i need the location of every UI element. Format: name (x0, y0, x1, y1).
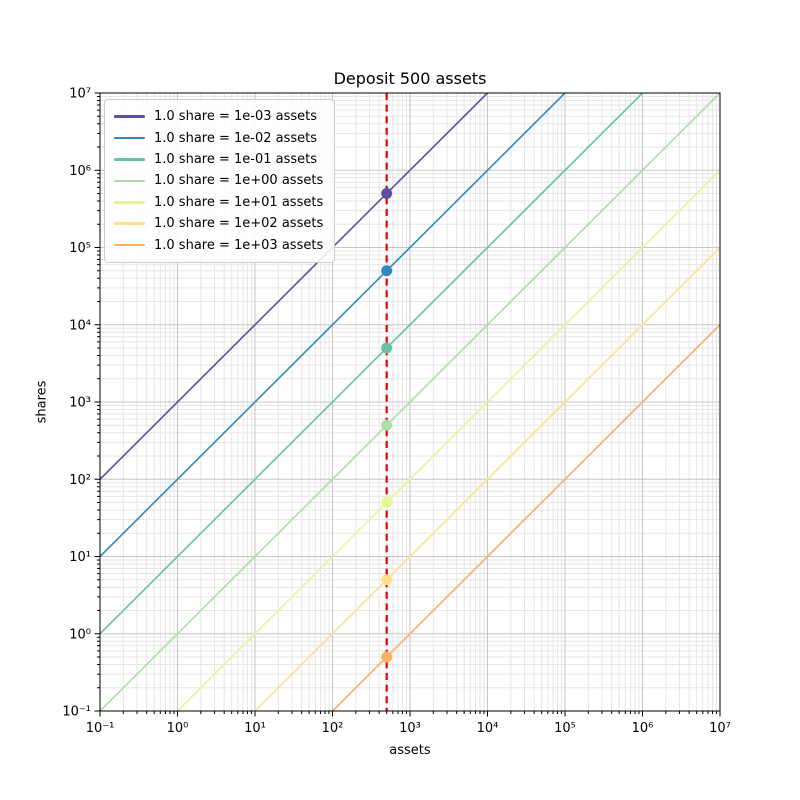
legend: 1.0 share = 1e-03 assets 1.0 share = 1e-0… (104, 99, 336, 263)
y-tick-label: 10⁵ (69, 241, 91, 256)
legend-item: 1.0 share = 1e-01 assets (114, 149, 323, 170)
legend-item: 1.0 share = 1e-03 assets (114, 106, 323, 127)
rate-line (100, 93, 567, 558)
legend-line-swatch (114, 179, 145, 183)
legend-label: 1.0 share = 1e+00 assets (154, 173, 324, 189)
chart-title: Deposit 500 assets (333, 69, 487, 88)
x-tick-label: 10¹ (244, 721, 266, 736)
rate-line (100, 93, 489, 480)
y-tick-label: 10⁶ (69, 164, 91, 179)
rate-line (100, 93, 720, 711)
marker-dot (381, 188, 393, 200)
marker-dot (381, 342, 393, 354)
legend-line-swatch (114, 136, 145, 140)
x-tick-label: 10⁰ (167, 721, 189, 736)
x-tick-label: 10⁶ (632, 721, 654, 736)
axis-ticks (94, 92, 721, 717)
x-tick-label: 10³ (399, 721, 421, 736)
y-axis-label: shares (34, 380, 50, 424)
rate-line (331, 324, 720, 711)
rate-line (100, 93, 644, 635)
legend-label: 1.0 share = 1e-02 assets (154, 130, 318, 146)
x-tick-label: 10⁵ (554, 721, 576, 736)
x-tick-label: 10⁷ (709, 721, 731, 736)
axis-tick-labels: 10⁻¹10⁻¹ 10⁰ 10⁰ 10¹ 10¹ 10² 10² 10³ 10³ 10⁴ 10⁴ 10… (62, 87, 731, 737)
marker-dot (381, 265, 393, 277)
legend-item: 1.0 share = 1e+00 assets (114, 170, 323, 191)
legend-item: 1.0 share = 1e+01 assets (114, 192, 323, 213)
y-tick-label: 10⁴ (69, 318, 91, 333)
marker-dot (381, 419, 393, 431)
y-tick-label: 10² (69, 473, 91, 488)
legend-label: 1.0 share = 1e+02 assets (154, 216, 324, 232)
marker-dot (381, 497, 393, 509)
legend-item: 1.0 share = 1e+02 assets (114, 213, 323, 234)
series-lines (100, 93, 720, 711)
legend-line-swatch (114, 222, 145, 225)
x-tick-label: 10⁴ (477, 721, 499, 736)
legend-line-swatch (114, 200, 145, 204)
marker-dot (381, 651, 393, 663)
y-tick-label: 10⁻¹ (62, 705, 91, 720)
marker-dots (381, 188, 393, 663)
legend-label: 1.0 share = 1e-03 assets (154, 109, 318, 125)
legend-line-swatch (114, 243, 145, 247)
x-tick-label: 10⁻¹ (86, 721, 115, 736)
rate-line (176, 169, 720, 711)
legend-label: 1.0 share = 1e+01 assets (154, 194, 324, 210)
y-tick-label: 10³ (69, 396, 91, 411)
x-axis-label: assets (389, 743, 431, 758)
legend-item: 1.0 share = 1e+03 assets (114, 234, 323, 255)
legend-line-swatch (114, 158, 145, 161)
rate-line (253, 246, 720, 711)
legend-label: 1.0 share = 1e-01 assets (154, 151, 318, 167)
y-tick-label: 10⁰ (69, 627, 91, 642)
legend-line-swatch (114, 115, 145, 118)
legend-label: 1.0 share = 1e+03 assets (154, 237, 324, 253)
y-tick-label: 10¹ (69, 550, 91, 565)
marker-dot (381, 574, 393, 586)
legend-item: 1.0 share = 1e-02 assets (114, 127, 323, 148)
x-tick-label: 10² (322, 721, 344, 736)
y-tick-label: 10⁷ (69, 87, 91, 102)
